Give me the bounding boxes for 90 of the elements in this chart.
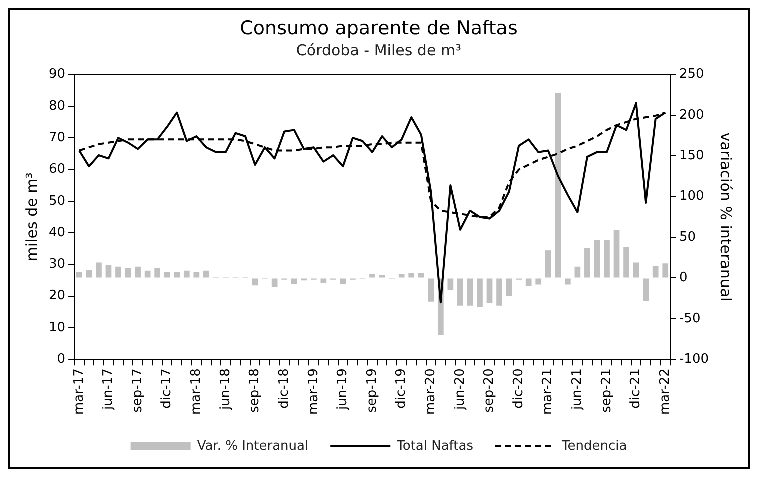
x-tick-label: dic-19 bbox=[394, 368, 410, 409]
y2-tick-label: -100 bbox=[679, 352, 710, 367]
x-tick-label: mar-20 bbox=[424, 368, 439, 416]
bar bbox=[574, 266, 581, 278]
bar bbox=[652, 266, 659, 278]
y-axis-title: miles de m³ bbox=[22, 172, 41, 262]
bar bbox=[604, 240, 610, 278]
bar bbox=[545, 250, 552, 278]
chart-title: Consumo aparente de Naftas bbox=[240, 17, 518, 40]
x-tick-label: jun-20 bbox=[452, 368, 468, 411]
legend-label: Tendencia bbox=[560, 438, 628, 454]
x-tick-label: sep-20 bbox=[482, 368, 498, 413]
bar bbox=[477, 278, 483, 308]
x-tick-label: jun-17 bbox=[101, 368, 116, 411]
bar bbox=[643, 278, 650, 302]
bar bbox=[272, 278, 278, 288]
x-tick-label: dic-18 bbox=[276, 368, 292, 409]
x-tick-label: mar-19 bbox=[306, 368, 322, 416]
y2-tick-label: 100 bbox=[679, 189, 704, 204]
bar bbox=[496, 278, 502, 306]
y-tick-label: 50 bbox=[48, 194, 66, 209]
bar bbox=[448, 278, 454, 290]
bar bbox=[564, 278, 571, 285]
bar bbox=[418, 273, 424, 278]
legend-label: Total Naftas bbox=[396, 438, 474, 454]
x-tick-label: jun-21 bbox=[570, 368, 586, 411]
bar bbox=[135, 266, 141, 278]
bar bbox=[370, 274, 376, 278]
bar bbox=[398, 274, 405, 278]
x-tick-label: sep-21 bbox=[599, 368, 614, 413]
bar bbox=[526, 278, 532, 286]
x-tick-label: dic-21 bbox=[628, 368, 644, 409]
bar bbox=[662, 264, 669, 278]
y-tick-label: 40 bbox=[48, 225, 66, 240]
bar bbox=[164, 272, 170, 278]
y2-tick-label: 0 bbox=[679, 270, 688, 286]
bar bbox=[320, 278, 327, 284]
y-tick-label: 0 bbox=[57, 352, 66, 367]
bar bbox=[536, 278, 542, 285]
y-tick-label: 10 bbox=[48, 320, 66, 336]
legend-label: Var. % Interanual bbox=[197, 438, 309, 454]
bar bbox=[184, 270, 190, 278]
x-tick-label: mar-21 bbox=[540, 368, 556, 416]
bar bbox=[252, 278, 258, 286]
y-tick-label: 70 bbox=[48, 130, 66, 146]
bar bbox=[96, 262, 102, 278]
x-tick-label: sep-19 bbox=[364, 368, 380, 413]
bar bbox=[506, 278, 512, 296]
bar bbox=[633, 262, 640, 278]
y2-tick-label: 200 bbox=[679, 108, 704, 123]
y-tick-label: 90 bbox=[48, 67, 66, 82]
y-tick-label: 80 bbox=[48, 98, 66, 114]
y2-tick-label: 150 bbox=[679, 148, 704, 164]
x-tick-label: dic-20 bbox=[511, 368, 526, 409]
y2-tick-label: 250 bbox=[679, 67, 704, 82]
x-tick-label: mar-22 bbox=[658, 368, 673, 416]
bar bbox=[116, 266, 122, 278]
x-tick-label: mar-18 bbox=[189, 368, 204, 416]
bar bbox=[106, 265, 112, 278]
x-tick-label: dic-17 bbox=[160, 368, 175, 409]
bar bbox=[125, 268, 132, 278]
bar bbox=[194, 272, 200, 278]
y-tick-label: 60 bbox=[48, 162, 66, 178]
x-tick-label: mar-17 bbox=[72, 368, 87, 416]
bar bbox=[458, 278, 464, 306]
x-tick-label: sep-18 bbox=[248, 368, 263, 413]
y-tick-label: 30 bbox=[48, 257, 66, 272]
bar bbox=[408, 273, 415, 278]
bar bbox=[594, 240, 600, 278]
chart-subtitle: Córdoba - Miles de m³ bbox=[296, 42, 462, 60]
bar bbox=[624, 247, 630, 278]
y2-tick-label: -50 bbox=[679, 311, 701, 326]
x-tick-label: jun-18 bbox=[218, 368, 234, 411]
bar bbox=[340, 278, 346, 284]
bar bbox=[291, 278, 298, 284]
y2-axis-title: variación % interanual bbox=[717, 132, 736, 302]
bar bbox=[614, 230, 620, 278]
bar bbox=[204, 270, 210, 278]
y2-tick-label: 50 bbox=[679, 230, 696, 245]
bar bbox=[76, 272, 82, 278]
bar bbox=[467, 278, 474, 306]
bar bbox=[428, 278, 434, 302]
x-tick-label: jun-19 bbox=[336, 368, 351, 411]
bar bbox=[86, 270, 92, 278]
bar bbox=[584, 248, 590, 278]
bar bbox=[174, 272, 180, 278]
bar bbox=[154, 268, 161, 278]
bar bbox=[486, 278, 493, 304]
y-tick-label: 20 bbox=[48, 288, 66, 304]
x-tick-label: sep-17 bbox=[130, 368, 146, 413]
